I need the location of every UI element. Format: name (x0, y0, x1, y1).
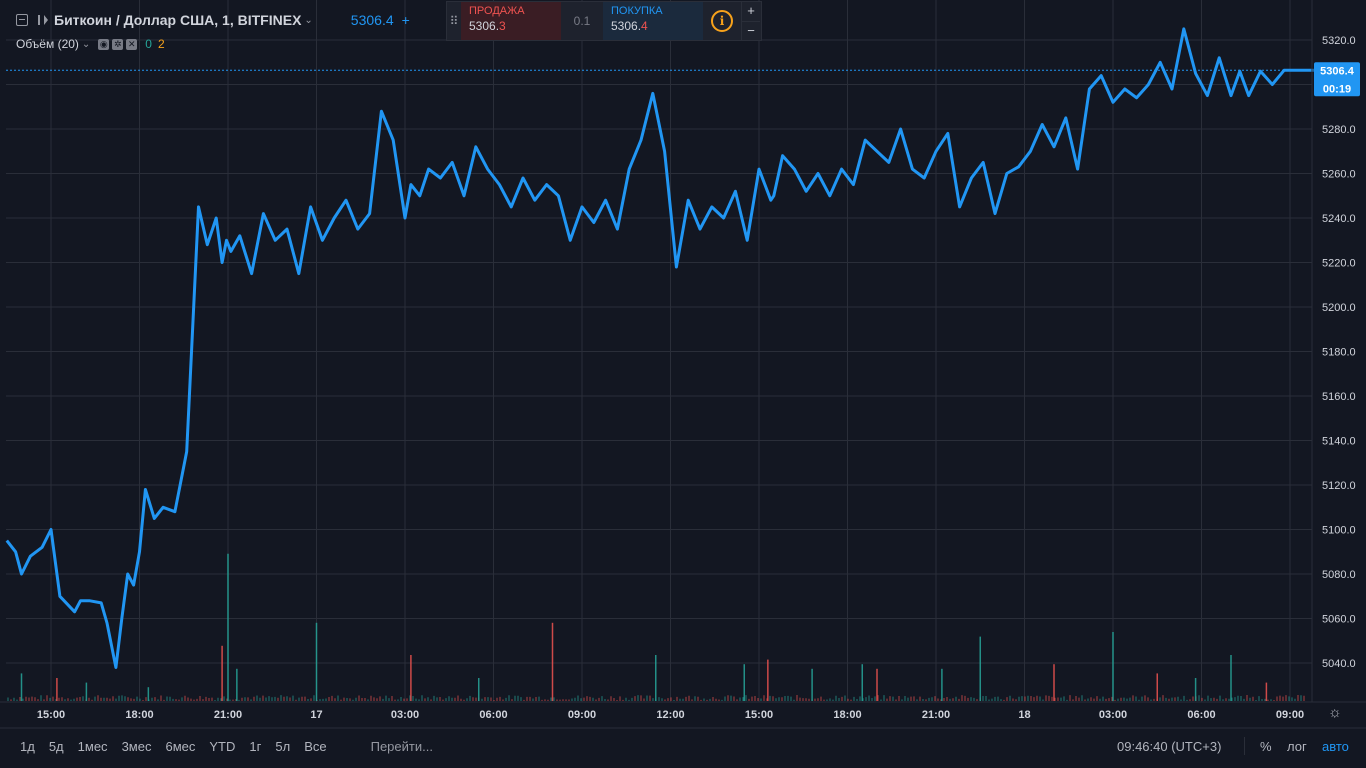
symbol-legend: Биткоин / Доллар США, 1, BITFINEX ⌄ 5306… (16, 10, 410, 30)
sell-label: ПРОДАЖА (469, 5, 525, 17)
log-scale-toggle[interactable]: лог (1287, 738, 1307, 754)
y-tick-label: 5200.0 (1322, 302, 1356, 314)
auto-scale-toggle[interactable]: авто (1322, 738, 1349, 754)
x-tick-label: 06:00 (1187, 709, 1215, 721)
x-tick-label: 18:00 (833, 709, 861, 721)
clock-timezone[interactable]: 09:46:40 (UTC+3) (1117, 738, 1222, 754)
gear-icon[interactable]: ✲ (112, 38, 124, 50)
last-price: 5306.4 (350, 12, 394, 28)
spread-value: 0.1 (561, 2, 603, 40)
drag-handle-icon[interactable]: ⠿ (449, 14, 459, 28)
period-5y-button[interactable]: 5л (275, 738, 291, 754)
price-series-line (5, 27, 1314, 669)
period-ytd-button[interactable]: YTD (209, 738, 236, 754)
volume-value-up: 0 (145, 37, 152, 51)
y-tick-label: 5080.0 (1322, 569, 1356, 581)
countdown-label: 00:19 (1323, 83, 1351, 95)
period-all-button[interactable]: Все (304, 738, 327, 754)
y-tick-label: 5280.0 (1322, 124, 1356, 136)
buy-label: ПОКУПКА (611, 5, 663, 17)
buy-price: 5306.4 (611, 19, 648, 33)
volume-legend: Объём (20) ⌄ ◉ ✲ ✕ 0 2 (16, 36, 165, 52)
x-tick-label: 18 (1018, 709, 1030, 721)
flag-pole-icon (38, 15, 40, 25)
current-price-tag: 5306.4 00:19 (1314, 62, 1360, 97)
toolbar-divider (1244, 737, 1245, 755)
symbol-title[interactable]: Биткоин / Доллар США, 1, BITFINEX (54, 12, 302, 28)
x-tick-label: 18:00 (125, 709, 153, 721)
x-tick-label: 09:00 (1276, 709, 1304, 721)
period-3m-button[interactable]: 3мес (121, 738, 152, 754)
period-5d-button[interactable]: 5д (48, 738, 64, 754)
info-button[interactable]: i (703, 2, 741, 40)
decrease-button[interactable]: − (747, 22, 755, 38)
y-tick-label: 5180.0 (1322, 347, 1356, 359)
y-tick-label: 5060.0 (1322, 614, 1356, 626)
x-tick-label: 06:00 (479, 709, 507, 721)
eye-icon[interactable]: ◉ (98, 38, 110, 50)
y-tick-label: 5240.0 (1322, 213, 1356, 225)
increase-button[interactable]: + (742, 2, 760, 22)
period-6m-button[interactable]: 6мес (165, 738, 196, 754)
chart-grid (6, 0, 1312, 702)
trading-panel: ⠿ ПРОДАЖА 5306.3 0.1 ПОКУПКА 5306.4 i + … (446, 1, 762, 41)
y-tick-label: 5140.0 (1322, 436, 1356, 448)
flag-icon[interactable] (44, 15, 48, 25)
y-tick-label: 5260.0 (1322, 169, 1356, 181)
time-axis[interactable]: 15:00 18:00 21:00 17 03:00 06:00 09:00 12:00 15:… (37, 709, 1304, 721)
info-icon: i (711, 10, 733, 32)
x-tick-label: 12:00 (656, 709, 684, 721)
volume-value-ma: 2 (157, 37, 165, 51)
y-tick-label: 5160.0 (1322, 391, 1356, 403)
period-1y-button[interactable]: 1г (249, 738, 262, 754)
close-icon[interactable]: ✕ (126, 38, 138, 50)
price-axis[interactable]: 5040.0 5060.0 5080.0 5100.0 5120.0 5140.0 5160… (1322, 35, 1356, 670)
sell-price: 5306.3 (469, 19, 506, 33)
x-tick-label: 15:00 (745, 709, 773, 721)
volume-bars (7, 553, 1305, 701)
x-tick-label: 15:00 (37, 709, 65, 721)
y-tick-label: 5120.0 (1322, 480, 1356, 492)
add-symbol-button[interactable]: + (401, 12, 410, 28)
x-tick-label: 03:00 (1099, 709, 1127, 721)
y-tick-label: 5320.0 (1322, 35, 1356, 47)
period-1m-button[interactable]: 1мес (77, 738, 108, 754)
bottom-toolbar: 1д 5д 1мес 3мес 6мес YTD 1г 5л Все Перей… (0, 731, 1366, 761)
y-tick-label: 5100.0 (1322, 525, 1356, 537)
quantity-stepper: + − (741, 2, 760, 40)
y-tick-label: 5040.0 (1322, 658, 1356, 670)
buy-button[interactable]: ПОКУПКА 5306.4 (603, 2, 703, 40)
settings-gear-icon[interactable]: ☼ (1328, 704, 1342, 721)
x-tick-label: 21:00 (214, 709, 242, 721)
period-1d-button[interactable]: 1д (20, 738, 35, 754)
current-price-label: 5306.4 (1320, 65, 1355, 77)
x-tick-label: 17 (310, 709, 322, 721)
goto-date-button[interactable]: Перейти... (370, 738, 433, 754)
collapse-legend-button[interactable] (16, 14, 28, 26)
sell-button[interactable]: ПРОДАЖА 5306.3 (461, 2, 561, 40)
x-tick-label: 09:00 (568, 709, 596, 721)
percent-scale-toggle[interactable]: % (1260, 738, 1272, 754)
chevron-down-icon[interactable]: ⌄ (81, 38, 91, 50)
volume-study-label[interactable]: Объём (20) (16, 37, 79, 51)
y-tick-label: 5220.0 (1322, 258, 1356, 270)
x-tick-label: 03:00 (391, 709, 419, 721)
x-tick-label: 21:00 (922, 709, 950, 721)
chevron-down-icon[interactable]: ⌄ (304, 14, 313, 26)
